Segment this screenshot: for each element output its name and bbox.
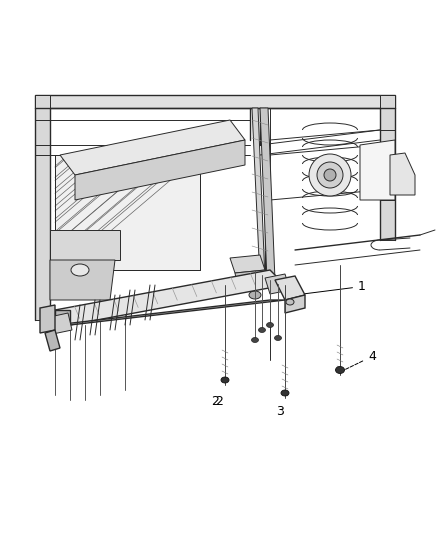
Ellipse shape <box>266 322 273 327</box>
Polygon shape <box>260 108 275 280</box>
Polygon shape <box>35 95 50 320</box>
Polygon shape <box>285 295 305 313</box>
Text: 2: 2 <box>211 395 219 408</box>
Polygon shape <box>265 274 290 294</box>
Ellipse shape <box>71 264 89 276</box>
Polygon shape <box>50 260 115 300</box>
Ellipse shape <box>249 291 261 299</box>
Polygon shape <box>380 95 395 240</box>
Polygon shape <box>252 108 265 280</box>
Polygon shape <box>50 230 120 260</box>
Ellipse shape <box>309 154 351 196</box>
Ellipse shape <box>324 169 336 181</box>
Ellipse shape <box>317 162 343 188</box>
Polygon shape <box>55 270 285 325</box>
Ellipse shape <box>275 335 282 341</box>
Ellipse shape <box>251 337 258 343</box>
Polygon shape <box>45 313 72 335</box>
Polygon shape <box>55 300 285 325</box>
Ellipse shape <box>336 367 345 374</box>
Text: 1: 1 <box>298 280 366 295</box>
Text: 4: 4 <box>343 350 376 371</box>
Ellipse shape <box>286 299 294 305</box>
Polygon shape <box>275 276 305 300</box>
Text: 2: 2 <box>215 395 223 408</box>
Polygon shape <box>230 255 265 273</box>
Polygon shape <box>55 155 200 270</box>
Text: 3: 3 <box>276 405 284 418</box>
Ellipse shape <box>221 377 229 383</box>
Polygon shape <box>35 95 395 108</box>
Ellipse shape <box>281 390 289 396</box>
Polygon shape <box>55 310 70 325</box>
Polygon shape <box>45 330 60 351</box>
Ellipse shape <box>258 327 265 333</box>
Polygon shape <box>75 140 245 200</box>
Polygon shape <box>235 270 268 288</box>
Polygon shape <box>40 305 55 333</box>
Polygon shape <box>390 153 415 195</box>
Polygon shape <box>60 120 245 175</box>
Polygon shape <box>360 140 395 200</box>
